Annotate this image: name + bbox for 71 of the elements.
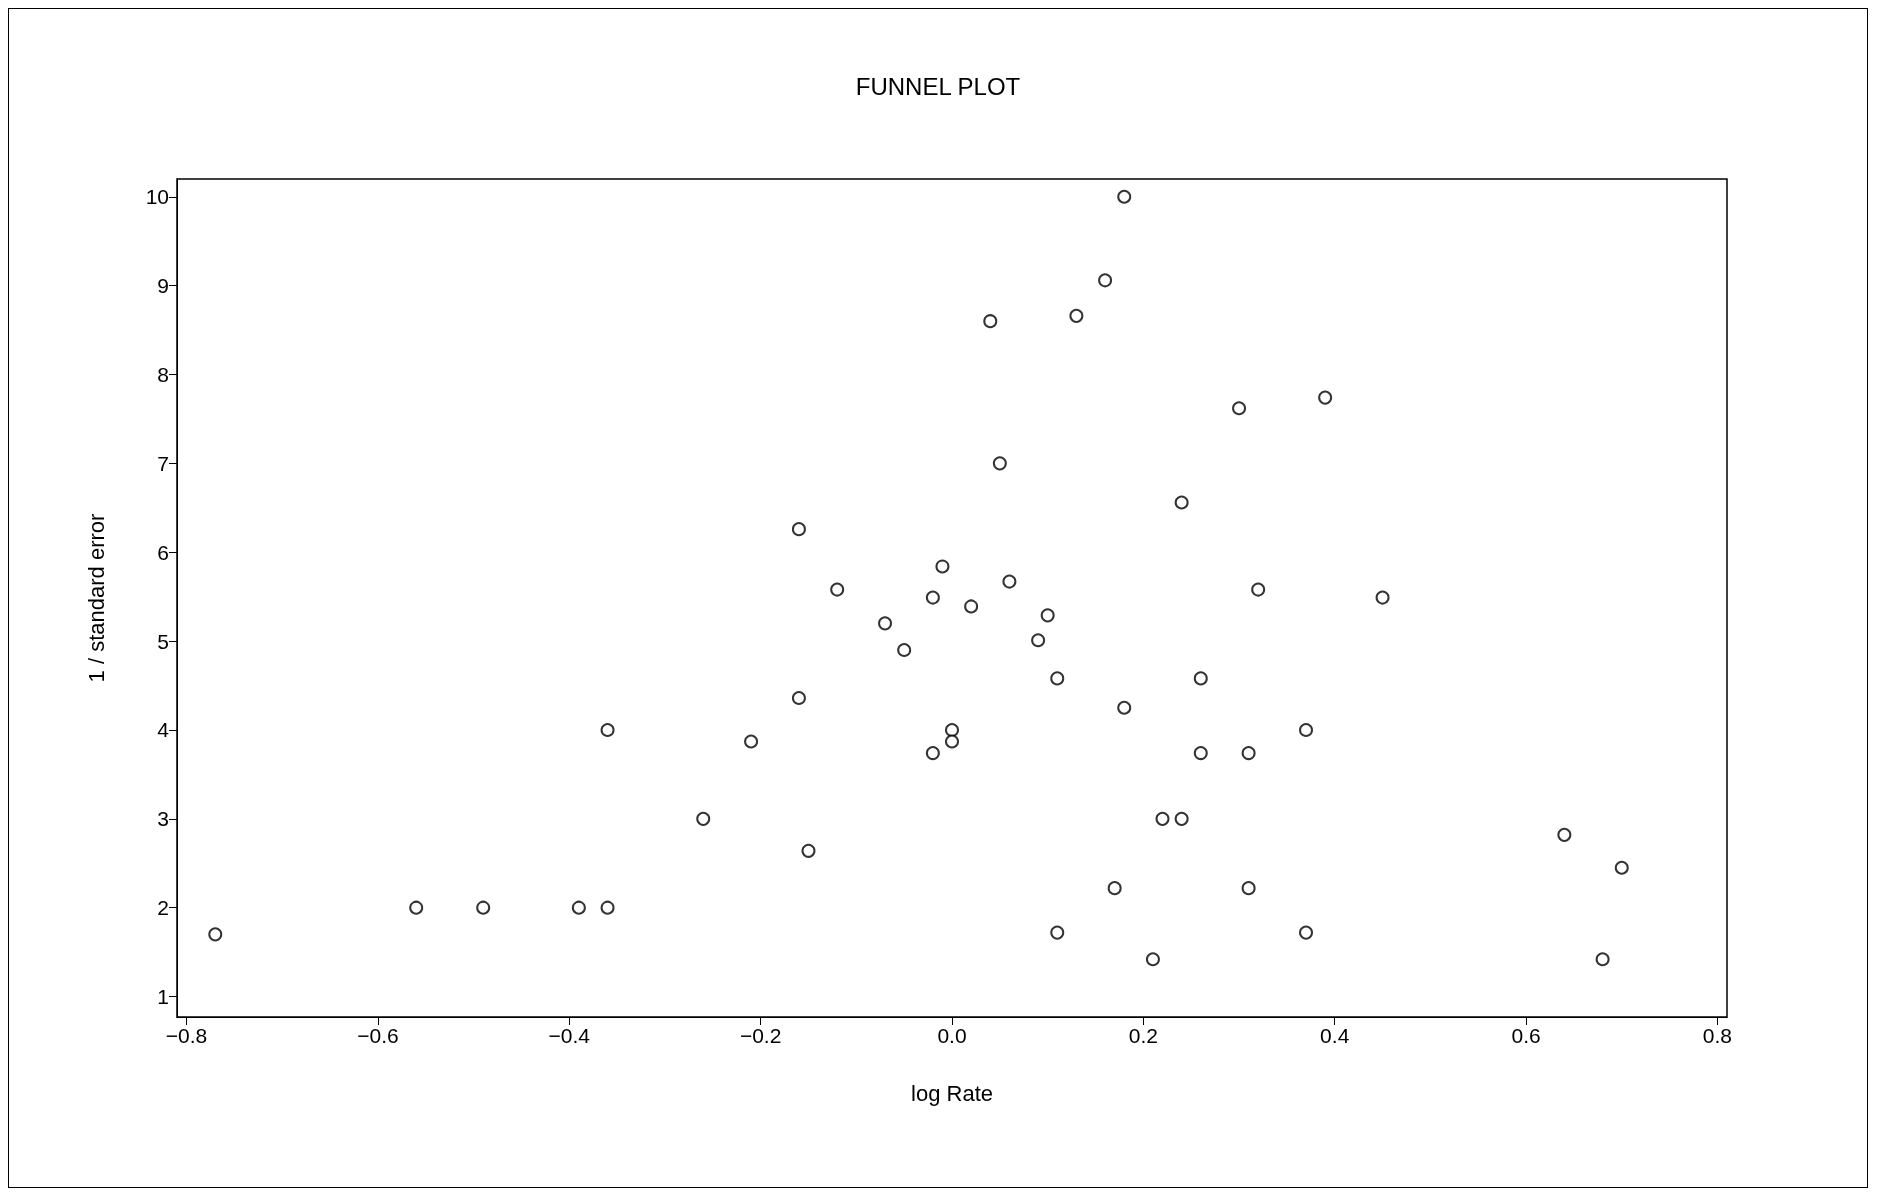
y-tick-label: 9 — [157, 274, 169, 298]
point — [1145, 952, 1160, 967]
point — [1069, 308, 1084, 323]
point — [409, 900, 424, 915]
y-tick-label: 5 — [157, 629, 169, 653]
point — [1375, 590, 1390, 605]
point — [696, 811, 711, 826]
y-tick-label: 3 — [157, 807, 169, 831]
point — [1299, 925, 1314, 940]
point — [1614, 860, 1629, 875]
point — [1174, 495, 1189, 510]
point — [600, 900, 615, 915]
point — [1174, 811, 1189, 826]
y-tick-label: 10 — [145, 185, 169, 209]
point — [1232, 401, 1247, 416]
point — [1050, 671, 1065, 686]
point — [945, 734, 959, 749]
point — [1595, 952, 1610, 967]
point — [1050, 925, 1065, 940]
y-tick-label: 1 — [157, 985, 169, 1009]
x-tick-label: 0.4 — [1320, 1024, 1350, 1047]
point — [1193, 671, 1208, 686]
point — [1117, 189, 1132, 204]
chart-title: FUNNEL PLOT — [855, 72, 1021, 100]
point — [476, 900, 491, 915]
point — [791, 690, 806, 705]
point — [1031, 633, 1046, 648]
point — [878, 616, 893, 631]
y-tick-label: 6 — [157, 540, 169, 564]
x-tick-label: 0.8 — [1702, 1024, 1733, 1047]
point — [983, 314, 998, 329]
point — [1251, 582, 1266, 597]
point — [935, 559, 950, 574]
y-tick-label: 2 — [157, 896, 169, 920]
point — [791, 522, 806, 537]
point — [1155, 811, 1170, 826]
x-tick-label: 0.6 — [1511, 1024, 1541, 1047]
point — [992, 456, 1007, 471]
point — [945, 722, 959, 737]
point — [801, 843, 816, 858]
point — [1040, 608, 1055, 623]
x-tick-label: −0.2 — [739, 1024, 782, 1047]
y-tick-label: 4 — [157, 718, 170, 742]
x-tick-label: 0.2 — [1128, 1024, 1158, 1047]
point — [571, 900, 586, 915]
point — [1002, 574, 1017, 589]
x-tick-label: 0.0 — [937, 1024, 967, 1047]
point — [208, 927, 223, 942]
point — [600, 722, 615, 737]
x-tick-label: −0.4 — [548, 1024, 591, 1047]
point — [830, 582, 845, 597]
point — [897, 642, 912, 657]
point — [744, 734, 759, 749]
point — [1241, 746, 1256, 761]
y-tick-label: 8 — [157, 363, 169, 386]
x-tick-label: −0.6 — [357, 1024, 399, 1047]
x-axis-title: log Rate — [911, 1080, 993, 1106]
point — [1241, 881, 1256, 896]
point — [1193, 746, 1208, 761]
point — [964, 599, 979, 614]
point — [1318, 390, 1333, 405]
point — [925, 746, 940, 761]
point — [1557, 827, 1572, 842]
point — [1098, 273, 1113, 288]
point — [1299, 722, 1314, 737]
point — [1107, 881, 1122, 896]
y-axis-title: 1 / standard error — [83, 513, 109, 683]
point — [925, 590, 940, 605]
point — [1117, 700, 1132, 715]
x-tick-label: −0.8 — [165, 1024, 208, 1047]
y-tick-label: 7 — [157, 451, 169, 475]
